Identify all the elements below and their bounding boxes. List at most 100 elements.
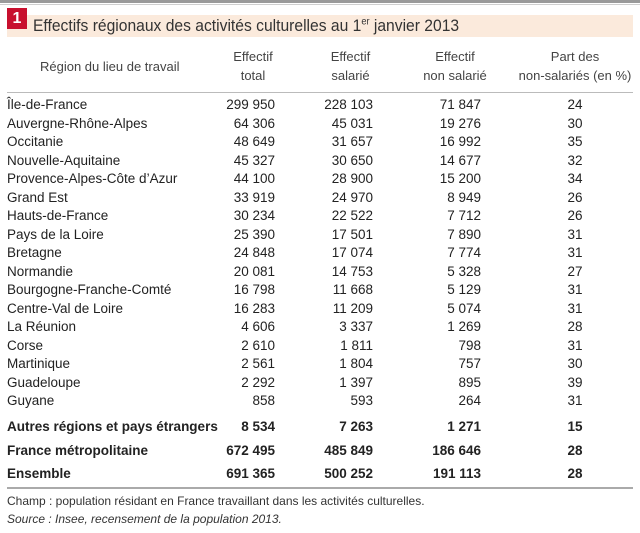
cell-salarie: 1 804 <box>339 356 373 371</box>
cell-region: Nouvelle-Aquitaine <box>7 152 121 168</box>
cell-salarie: 45 031 <box>331 115 373 131</box>
cell-total: 8 534 <box>241 419 275 434</box>
cell-region: Auvergne-Rhône-Alpes <box>7 115 148 131</box>
cell-region: Grand Est <box>7 189 68 205</box>
cell-total: 25 390 <box>233 226 275 242</box>
header-region-label: Région du lieu de travail <box>40 59 180 74</box>
cell-non-salarie: 5 129 <box>447 282 481 297</box>
cell-non-salarie: 7 774 <box>447 245 481 260</box>
cell-non-salarie: 5 328 <box>447 263 481 279</box>
cell-part: 31 <box>567 282 583 297</box>
cell-salarie: 11 209 <box>332 300 373 316</box>
header-region: Région du lieu de travail <box>40 57 179 76</box>
table-row: Corse 2 610 1 811 798 31 <box>0 337 640 355</box>
cell-salarie: 593 <box>350 393 373 408</box>
cell-region: Provence-Alpes-Côte d’Azur <box>7 171 178 186</box>
header-line2: non-salariés (en %) <box>518 68 632 83</box>
cell-region: Occitanie <box>7 134 64 149</box>
cell-salarie: 11 668 <box>332 282 373 297</box>
cell-part: 39 <box>567 374 583 390</box>
cell-non-salarie: 186 646 <box>432 443 481 458</box>
cell-part: 30 <box>567 115 583 131</box>
cell-total: 30 234 <box>233 208 275 223</box>
cell-salarie: 31 657 <box>331 134 373 149</box>
table-row: Bourgogne-Franche-Comté 16 798 11 668 5 129… <box>0 281 640 299</box>
note-source: Source : Insee, recensement de la popula… <box>7 512 282 526</box>
cell-non-salarie: 1 271 <box>447 419 481 434</box>
cell-non-salarie: 798 <box>458 337 481 353</box>
cell-region: Autres régions et pays étrangers <box>7 419 218 434</box>
cell-total: 44 100 <box>233 171 275 186</box>
cell-part: 26 <box>567 189 583 205</box>
table-row: Pays de la Loire 25 390 17 501 7 890 31 <box>0 226 640 244</box>
table-row: Provence-Alpes-Côte d’Azur 44 100 28 900 15… <box>0 170 640 188</box>
cell-part: 31 <box>567 226 583 242</box>
header-divider <box>7 92 633 93</box>
header-line1: Effectif <box>435 49 475 64</box>
cell-part: 28 <box>567 443 583 458</box>
total-row: Ensemble 691 365 500 252 191 113 28 <box>0 465 640 483</box>
cell-non-salarie: 7 712 <box>447 208 481 223</box>
cell-region: Guadeloupe <box>7 374 81 390</box>
cell-salarie: 28 900 <box>331 171 373 186</box>
cell-region: Bretagne <box>7 245 62 260</box>
cell-region: France métropolitaine <box>7 443 149 458</box>
header-part: Part des non-salariés (en %) <box>510 47 640 85</box>
cell-total: 672 495 <box>226 443 275 458</box>
footer-divider <box>7 487 633 489</box>
cell-part: 28 <box>567 319 583 334</box>
table-row: Guadeloupe 2 292 1 397 895 39 <box>0 374 640 392</box>
top-border <box>0 0 640 3</box>
cell-total: 858 <box>252 393 275 408</box>
cell-salarie: 22 522 <box>331 208 373 223</box>
table-row: Auvergne-Rhône-Alpes 64 306 45 031 19 276 30 <box>0 115 640 133</box>
cell-non-salarie: 757 <box>458 356 481 371</box>
cell-part: 30 <box>567 356 583 371</box>
table-row: Normandie 20 081 14 753 5 328 27 <box>0 263 640 281</box>
cell-salarie: 3 337 <box>339 319 373 334</box>
cell-part: 32 <box>567 152 583 168</box>
cell-non-salarie: 15 200 <box>439 171 481 186</box>
table-row: Guyane 858 593 264 31 <box>0 392 640 410</box>
total-row: Autres régions et pays étrangers 8 534 7 2… <box>0 418 640 436</box>
cell-region: Corse <box>7 337 44 353</box>
cell-total: 45 327 <box>233 152 275 168</box>
cell-non-salarie: 16 992 <box>439 134 481 149</box>
cell-region: Guyane <box>7 393 55 408</box>
title-bar <box>7 15 633 37</box>
cell-salarie: 500 252 <box>324 466 373 481</box>
cell-non-salarie: 19 276 <box>439 115 481 131</box>
cell-region: Martinique <box>7 356 71 371</box>
cell-region: Bourgogne-Franche-Comté <box>7 282 172 297</box>
cell-non-salarie: 8 949 <box>447 189 481 205</box>
cell-part: 31 <box>567 337 583 353</box>
cell-salarie: 485 849 <box>324 443 373 458</box>
cell-non-salarie: 1 269 <box>447 319 481 334</box>
title-suffix: janvier 2013 <box>369 16 460 35</box>
cell-salarie: 17 074 <box>331 245 373 260</box>
table-row: Bretagne 24 848 17 074 7 774 31 <box>0 244 640 262</box>
cell-part: 28 <box>567 466 583 481</box>
cell-part: 31 <box>567 393 583 408</box>
cell-non-salarie: 14 677 <box>439 152 481 168</box>
cell-total: 2 292 <box>241 374 275 390</box>
table-row: Centre-Val de Loire 16 283 11 209 5 074 31 <box>0 300 640 318</box>
cell-non-salarie: 5 074 <box>447 300 481 316</box>
cell-part: 24 <box>567 97 583 112</box>
cell-non-salarie: 7 890 <box>447 226 481 242</box>
title-text: Effectifs régionaux des activités cultur… <box>33 16 362 35</box>
cell-total: 24 848 <box>233 245 275 260</box>
cell-total: 20 081 <box>233 263 275 279</box>
cell-total: 2 610 <box>241 337 275 353</box>
header-line2: total <box>240 68 266 83</box>
cell-region: Ensemble <box>7 466 71 481</box>
header-line2: salarié <box>331 68 370 83</box>
cell-non-salarie: 895 <box>458 374 481 390</box>
cell-salarie: 17 501 <box>331 226 373 242</box>
table-row: Grand Est 33 919 24 970 8 949 26 <box>0 189 640 207</box>
cell-part: 27 <box>567 263 583 279</box>
table-row: Île-de-France 299 950 228 103 71 847 24 <box>0 96 640 114</box>
table-title: Effectifs régionaux des activités cultur… <box>33 16 459 36</box>
cell-region: Pays de la Loire <box>7 226 104 242</box>
header-line1: Effectif <box>330 49 371 64</box>
